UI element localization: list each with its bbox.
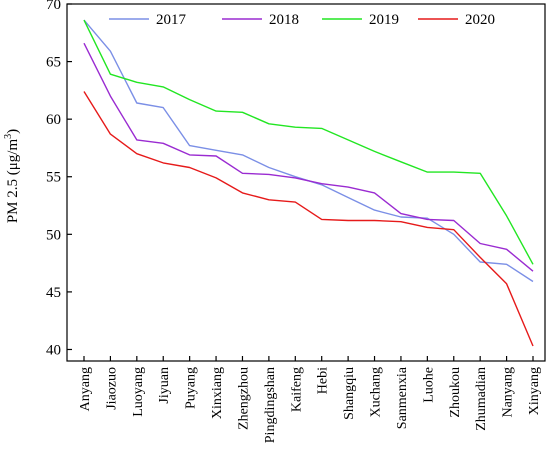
y-tick-label: 45 (46, 285, 61, 301)
y-axis-title: PM 2.5 (μg/m3) (3, 129, 21, 223)
legend-label-2020: 2020 (465, 12, 495, 28)
x-category-label: Zhengzhou (236, 367, 251, 430)
series-line-2019 (83, 19, 534, 265)
x-category-label: Zhumadian (474, 367, 489, 431)
legend-label-2018: 2018 (269, 12, 299, 28)
y-tick-label: 40 (46, 342, 61, 358)
x-category-label: Xuchang (369, 367, 384, 418)
x-category-label: Xinyang (527, 367, 542, 415)
plot-frame (66, 3, 546, 362)
x-category-label: Hebi (316, 367, 331, 394)
y-tick-label: 50 (46, 227, 61, 243)
x-category-label: Anyang (78, 367, 93, 411)
y-tick-label: 60 (46, 112, 61, 128)
y-tick-label: 65 (46, 55, 61, 71)
x-category-label: Sanmenxia (395, 366, 410, 429)
x-category-label: Luohe (421, 367, 436, 403)
y-axis: 40 45 50 55 60 65 70 (46, 0, 72, 358)
x-category-label: Xinxiang (210, 367, 225, 419)
x-category-label: Luoyang (131, 367, 146, 417)
y-axis-title-superscript: 3 (3, 134, 14, 139)
legend-label-2017: 2017 (156, 12, 187, 28)
x-category-label: Shangqiu (342, 367, 357, 420)
x-axis: Anyang Jiaozuo Luoyang Jiyuan Puyang Xinxiang… (78, 356, 542, 443)
x-category-label: Jiyuan (157, 367, 172, 404)
series-line-2020 (83, 91, 534, 347)
x-category-label: Nanyang (501, 367, 516, 418)
x-category-label: Zhoukou (448, 367, 463, 418)
series-line-2018 (83, 42, 534, 272)
x-category-label: Jiaozuo (104, 367, 119, 410)
x-category-label: Kaifeng (289, 367, 304, 412)
x-category-label: Pingdingshan (263, 367, 278, 443)
x-category-label: Puyang (184, 367, 199, 409)
y-tick-label: 55 (46, 170, 61, 186)
y-tick-label: 70 (46, 0, 61, 13)
y-axis-title-close: ) (5, 129, 21, 134)
y-axis-title-main: PM 2.5 (μg/m (5, 139, 21, 224)
series-lines (83, 19, 534, 347)
legend-label-2019: 2019 (369, 12, 399, 28)
legend: 2017 2018 2019 2020 (109, 12, 495, 28)
